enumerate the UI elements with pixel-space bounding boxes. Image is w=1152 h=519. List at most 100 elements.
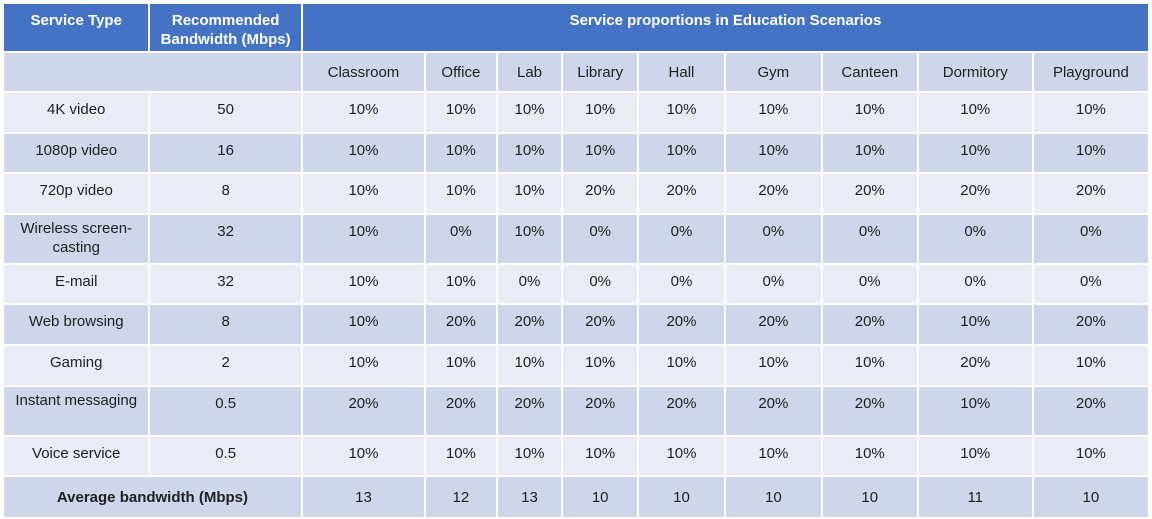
bandwidth-cell: 8 [150,305,301,344]
proportion-cell: 0% [639,215,724,263]
table-row: 4K video 50 10% 10% 10% 10% 10% 10% 10% 10% 10% [4,93,1148,132]
scenario-header-hall: Hall [639,53,724,91]
proportion-cell: 10% [497,174,562,213]
proportion-cell: 20% [563,174,638,213]
table-row: Voice service 0.5 10% 10% 10% 10% 10% 10% 10% 10%… [4,437,1148,475]
proportion-cell: 20% [497,305,562,344]
table-row: Web browsing 8 10% 20% 20% 20% 20% 20% 20% 10% 20% [4,305,1148,344]
proportion-cell: 20% [1033,174,1148,213]
proportion-cell: 0% [1033,265,1148,303]
proportion-cell: 0% [822,215,917,263]
proportion-cell: 10% [1033,346,1148,385]
proportion-cell: 10% [639,93,724,132]
average-bandwidth-cell: 10 [1033,477,1148,517]
average-bandwidth-cell: 11 [918,477,1032,517]
bandwidth-cell: 16 [150,134,301,172]
proportion-cell: 10% [822,93,917,132]
proportion-cell: 20% [426,305,496,344]
service-name-cell: 1080p video [4,134,149,172]
header-service-type: Service Type [4,4,149,51]
proportion-cell: 10% [822,346,917,385]
proportion-cell: 10% [639,134,724,172]
average-bandwidth-cell: 10 [563,477,638,517]
proportion-cell: 20% [639,387,724,435]
proportion-cell: 10% [426,174,496,213]
average-bandwidth-cell: 12 [426,477,496,517]
proportion-cell: 20% [497,387,562,435]
service-name-cell: 720p video [4,174,149,213]
table-row: 720p video 8 10% 10% 10% 20% 20% 20% 20% 20% 20% [4,174,1148,213]
scenario-header-dormitory: Dormitory [918,53,1032,91]
proportion-cell: 20% [822,174,917,213]
proportion-cell: 10% [725,93,821,132]
table-row: E-mail 32 10% 10% 0% 0% 0% 0% 0% 0% 0% [4,265,1148,303]
proportion-cell: 20% [822,305,917,344]
average-bandwidth-cell: 13 [302,477,425,517]
bandwidth-cell: 0.5 [150,387,301,435]
bandwidth-cell: 50 [150,93,301,132]
proportion-cell: 10% [302,174,425,213]
service-name-cell: Web browsing [4,305,149,344]
proportion-cell: 10% [426,437,496,475]
proportion-cell: 10% [1033,134,1148,172]
bandwidth-cell: 8 [150,174,301,213]
proportion-cell: 20% [302,387,425,435]
scenario-header-gym: Gym [725,53,821,91]
average-bandwidth-cell: 13 [497,477,562,517]
average-bandwidth-row: Average bandwidth (Mbps) 13 12 13 10 10 10 10 11… [4,477,1148,517]
service-name-cell: Gaming [4,346,149,385]
proportion-cell: 0% [639,265,724,303]
table-row: Gaming 2 10% 10% 10% 10% 10% 10% 10% 20% 10% [4,346,1148,385]
average-bandwidth-cell: 10 [822,477,917,517]
scenario-header-row: Classroom Office Lab Library Hall Gym Canteen D… [4,53,1148,91]
proportion-cell: 10% [725,134,821,172]
proportion-cell: 10% [426,265,496,303]
proportion-cell: 10% [725,346,821,385]
bandwidth-cell: 0.5 [150,437,301,475]
service-name-cell: Voice service [4,437,149,475]
service-name-cell: Instant messaging [4,387,149,435]
proportion-cell: 20% [1033,305,1148,344]
table-row: 1080p video 16 10% 10% 10% 10% 10% 10% 10% 10% 10% [4,134,1148,172]
table-row: Instant messaging 0.5 20% 20% 20% 20% 20% 20% 20… [4,387,1148,435]
proportion-cell: 20% [639,174,724,213]
proportion-cell: 10% [426,346,496,385]
proportion-cell: 10% [563,346,638,385]
proportion-cell: 10% [302,215,425,263]
proportion-cell: 10% [497,215,562,263]
proportion-cell: 0% [563,265,638,303]
proportion-cell: 20% [639,305,724,344]
bandwidth-cell: 32 [150,215,301,263]
service-name-cell: Wireless screen-casting [4,215,149,263]
proportion-cell: 10% [302,265,425,303]
proportion-cell: 10% [497,134,562,172]
proportion-cell: 20% [1033,387,1148,435]
proportion-cell: 10% [426,134,496,172]
proportion-cell: 10% [725,437,821,475]
scenario-header-canteen: Canteen [822,53,917,91]
proportion-cell: 0% [725,265,821,303]
proportion-cell: 0% [822,265,917,303]
proportion-cell: 10% [918,134,1032,172]
proportion-cell: 10% [497,437,562,475]
scenario-header-library: Library [563,53,638,91]
proportion-cell: 0% [1033,215,1148,263]
proportion-cell: 10% [918,93,1032,132]
proportion-cell: 20% [725,174,821,213]
average-bandwidth-cell: 10 [639,477,724,517]
proportion-cell: 10% [563,93,638,132]
scenario-header-lab: Lab [497,53,562,91]
scenario-header-classroom: Classroom [302,53,425,91]
service-name-cell: E-mail [4,265,149,303]
proportion-cell: 20% [725,305,821,344]
proportion-cell: 10% [822,437,917,475]
proportion-cell: 0% [725,215,821,263]
proportion-cell: 0% [918,265,1032,303]
scenario-header-playground: Playground [1033,53,1148,91]
proportion-cell: 0% [563,215,638,263]
header-proportions: Service proportions in Education Scenari… [302,4,1148,51]
average-bandwidth-cell: 10 [725,477,821,517]
proportion-cell: 10% [1033,93,1148,132]
proportion-cell: 10% [563,437,638,475]
proportion-cell: 10% [302,134,425,172]
